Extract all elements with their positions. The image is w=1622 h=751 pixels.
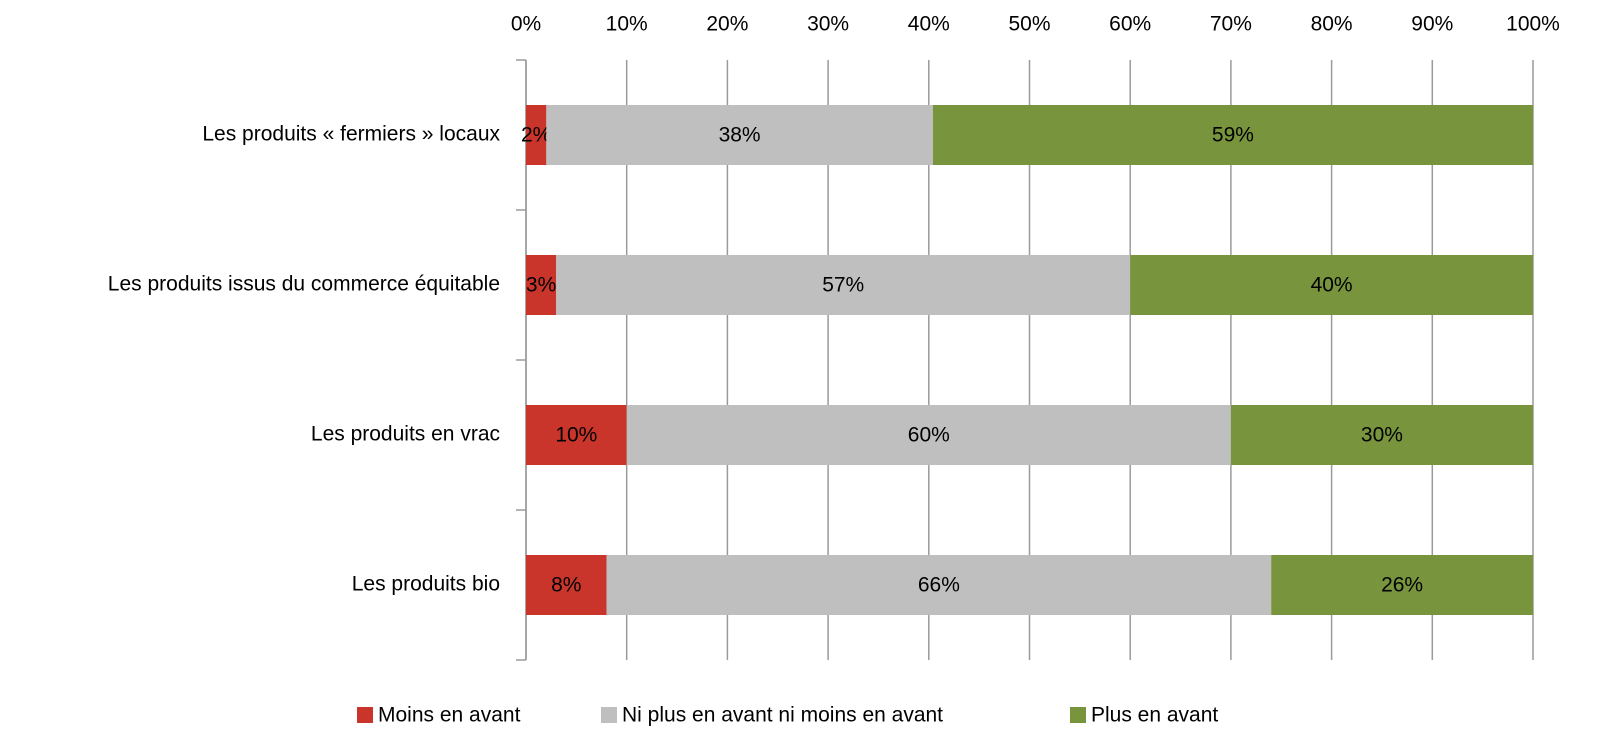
- data-label: 38%: [719, 124, 761, 147]
- data-label: 30%: [1361, 424, 1403, 447]
- legend-label: Moins en avant: [378, 704, 521, 727]
- x-tick-label: 30%: [807, 13, 849, 36]
- bar-segment: [606, 555, 1272, 615]
- bar-segment: [526, 255, 557, 315]
- data-label: 66%: [918, 574, 960, 597]
- y-tick-label: Les produits bio: [352, 573, 500, 596]
- x-tick-label: 20%: [706, 13, 748, 36]
- bar-segment: [546, 105, 933, 165]
- y-tick-label: Les produits « fermiers » locaux: [202, 123, 500, 146]
- x-tick-label: 60%: [1109, 13, 1151, 36]
- bar-segment: [526, 555, 607, 615]
- bar-segment: [526, 105, 547, 165]
- x-tick-label: 80%: [1311, 13, 1353, 36]
- x-tick-label: 90%: [1411, 13, 1453, 36]
- bar-segment: [526, 405, 627, 465]
- data-label: 26%: [1381, 574, 1423, 597]
- data-label: 3%: [526, 274, 556, 297]
- y-tick-label: Les produits issus du commerce équitable: [108, 273, 500, 296]
- data-label: 60%: [908, 424, 950, 447]
- bar-segment: [1271, 555, 1533, 615]
- data-label: 40%: [1311, 274, 1353, 297]
- x-tick-label: 50%: [1008, 13, 1050, 36]
- data-label: 10%: [555, 424, 597, 447]
- legend-swatch: [601, 707, 617, 723]
- data-label: 59%: [1212, 124, 1254, 147]
- legend-label: Ni plus en avant ni moins en avant: [622, 704, 943, 727]
- bar-segment: [1230, 405, 1533, 465]
- data-label: 2%: [521, 124, 551, 147]
- y-tick-label: Les produits en vrac: [311, 423, 500, 446]
- bar-segment: [556, 255, 1131, 315]
- legend-swatch: [357, 707, 373, 723]
- legend-swatch: [1070, 707, 1086, 723]
- data-label: 8%: [551, 574, 581, 597]
- x-tick-label: 0%: [511, 13, 541, 36]
- legend-label: Plus en avant: [1091, 704, 1218, 727]
- bar-segment: [932, 105, 1533, 165]
- x-tick-label: 40%: [908, 13, 950, 36]
- bar-segment: [1130, 255, 1533, 315]
- x-tick-label: 70%: [1210, 13, 1252, 36]
- x-tick-label: 100%: [1506, 13, 1560, 36]
- data-label: 57%: [822, 274, 864, 297]
- bar-segment: [626, 405, 1231, 465]
- x-tick-label: 10%: [606, 13, 648, 36]
